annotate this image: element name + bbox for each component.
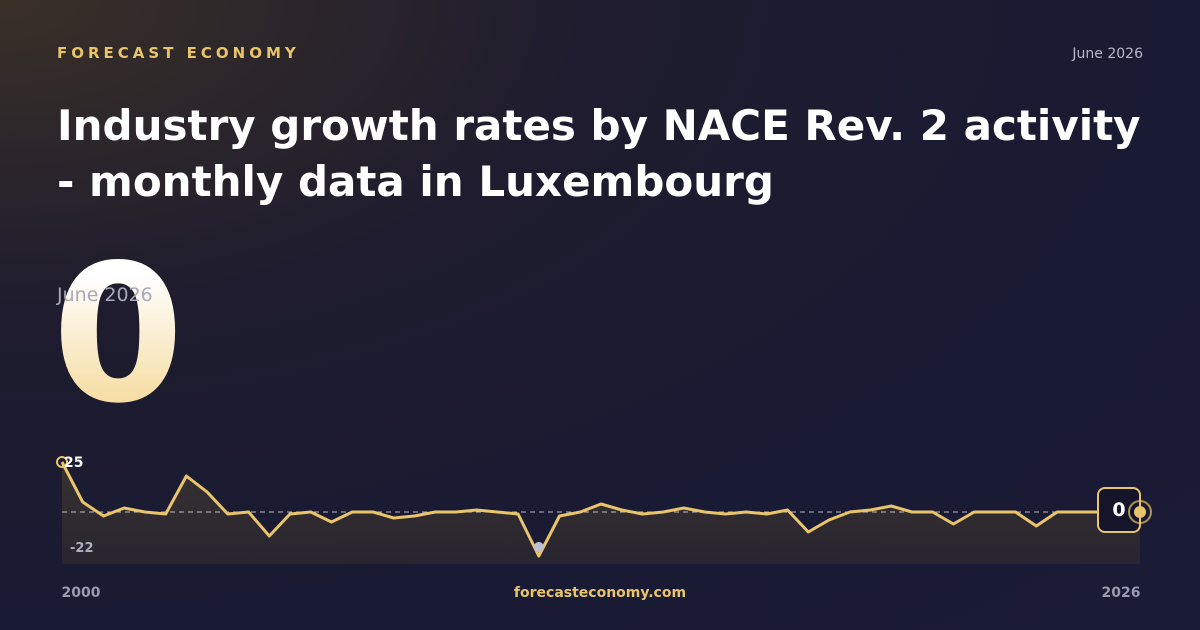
end-label: 0 xyxy=(1112,499,1125,521)
end-marker xyxy=(1134,506,1146,518)
min-marker xyxy=(533,542,544,552)
date: June 2026 xyxy=(1072,46,1143,62)
max-label: 25 xyxy=(64,455,83,471)
line xyxy=(60,461,1140,558)
area xyxy=(62,462,1140,564)
headline-period: June 2026 xyxy=(57,284,153,306)
footer-site: forecasteconomy.com xyxy=(514,585,686,601)
headline-value: 0 xyxy=(52,224,185,445)
max-marker xyxy=(56,456,68,468)
min-label: -22 xyxy=(70,541,94,556)
end-marker-ring xyxy=(1128,500,1152,524)
title: Industry growth rates by NACE Rev. 2 act… xyxy=(57,101,1141,206)
brand: FORECAST ECONOMY xyxy=(57,44,300,62)
x-tick-label: 2026 xyxy=(1102,585,1141,601)
x-tick-label: 2000 xyxy=(62,585,101,601)
